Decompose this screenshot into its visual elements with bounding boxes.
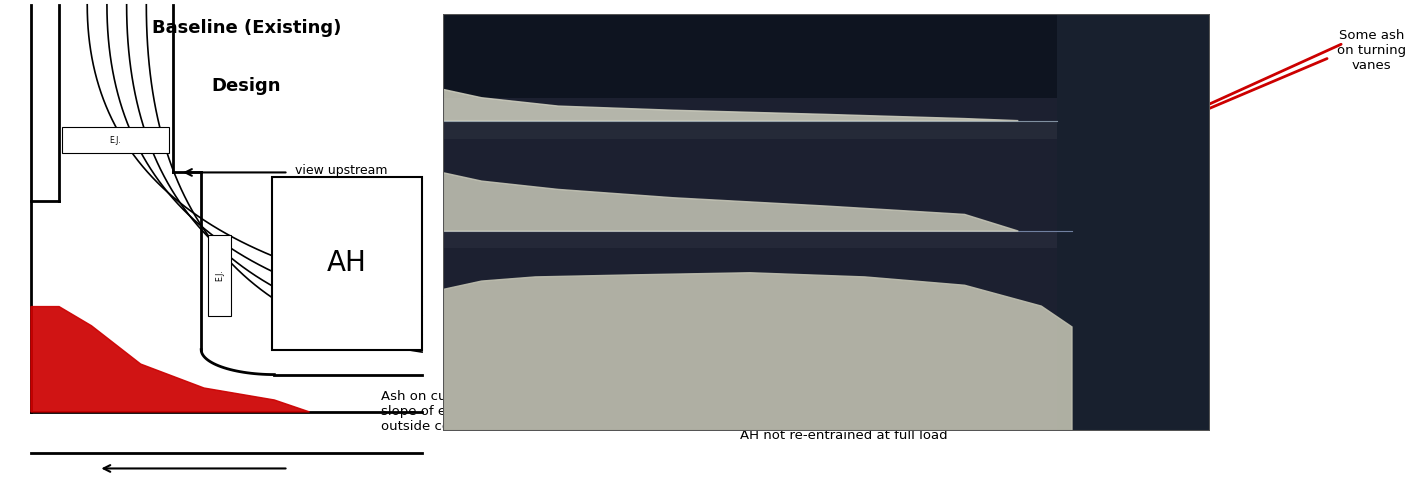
Text: Baseline (Existing): Baseline (Existing) <box>152 19 340 37</box>
Bar <box>443 231 1072 248</box>
Text: Ash on curved
slope of elbow
outside corner: Ash on curved slope of elbow outside cor… <box>381 390 477 433</box>
Bar <box>1057 14 1210 431</box>
Text: Some ash
on turning
vanes: Some ash on turning vanes <box>1337 29 1407 72</box>
Polygon shape <box>443 173 1019 231</box>
Text: E.J.: E.J. <box>215 270 224 281</box>
Text: view upstream: view upstream <box>295 163 388 177</box>
Polygon shape <box>443 90 1019 121</box>
Bar <box>443 121 1057 139</box>
Text: AH: AH <box>326 250 367 277</box>
Text: E.J.: E.J. <box>110 136 121 145</box>
Polygon shape <box>31 307 310 412</box>
Bar <box>443 14 1210 98</box>
Text: Design: Design <box>211 77 281 95</box>
Bar <box>208 235 231 316</box>
Bar <box>272 177 422 350</box>
Bar <box>62 127 169 153</box>
Polygon shape <box>443 273 1072 431</box>
Text: Significant amount of ash on floor upstream of
AH not re-entrained at full load: Significant amount of ash on floor upstr… <box>688 414 1000 442</box>
